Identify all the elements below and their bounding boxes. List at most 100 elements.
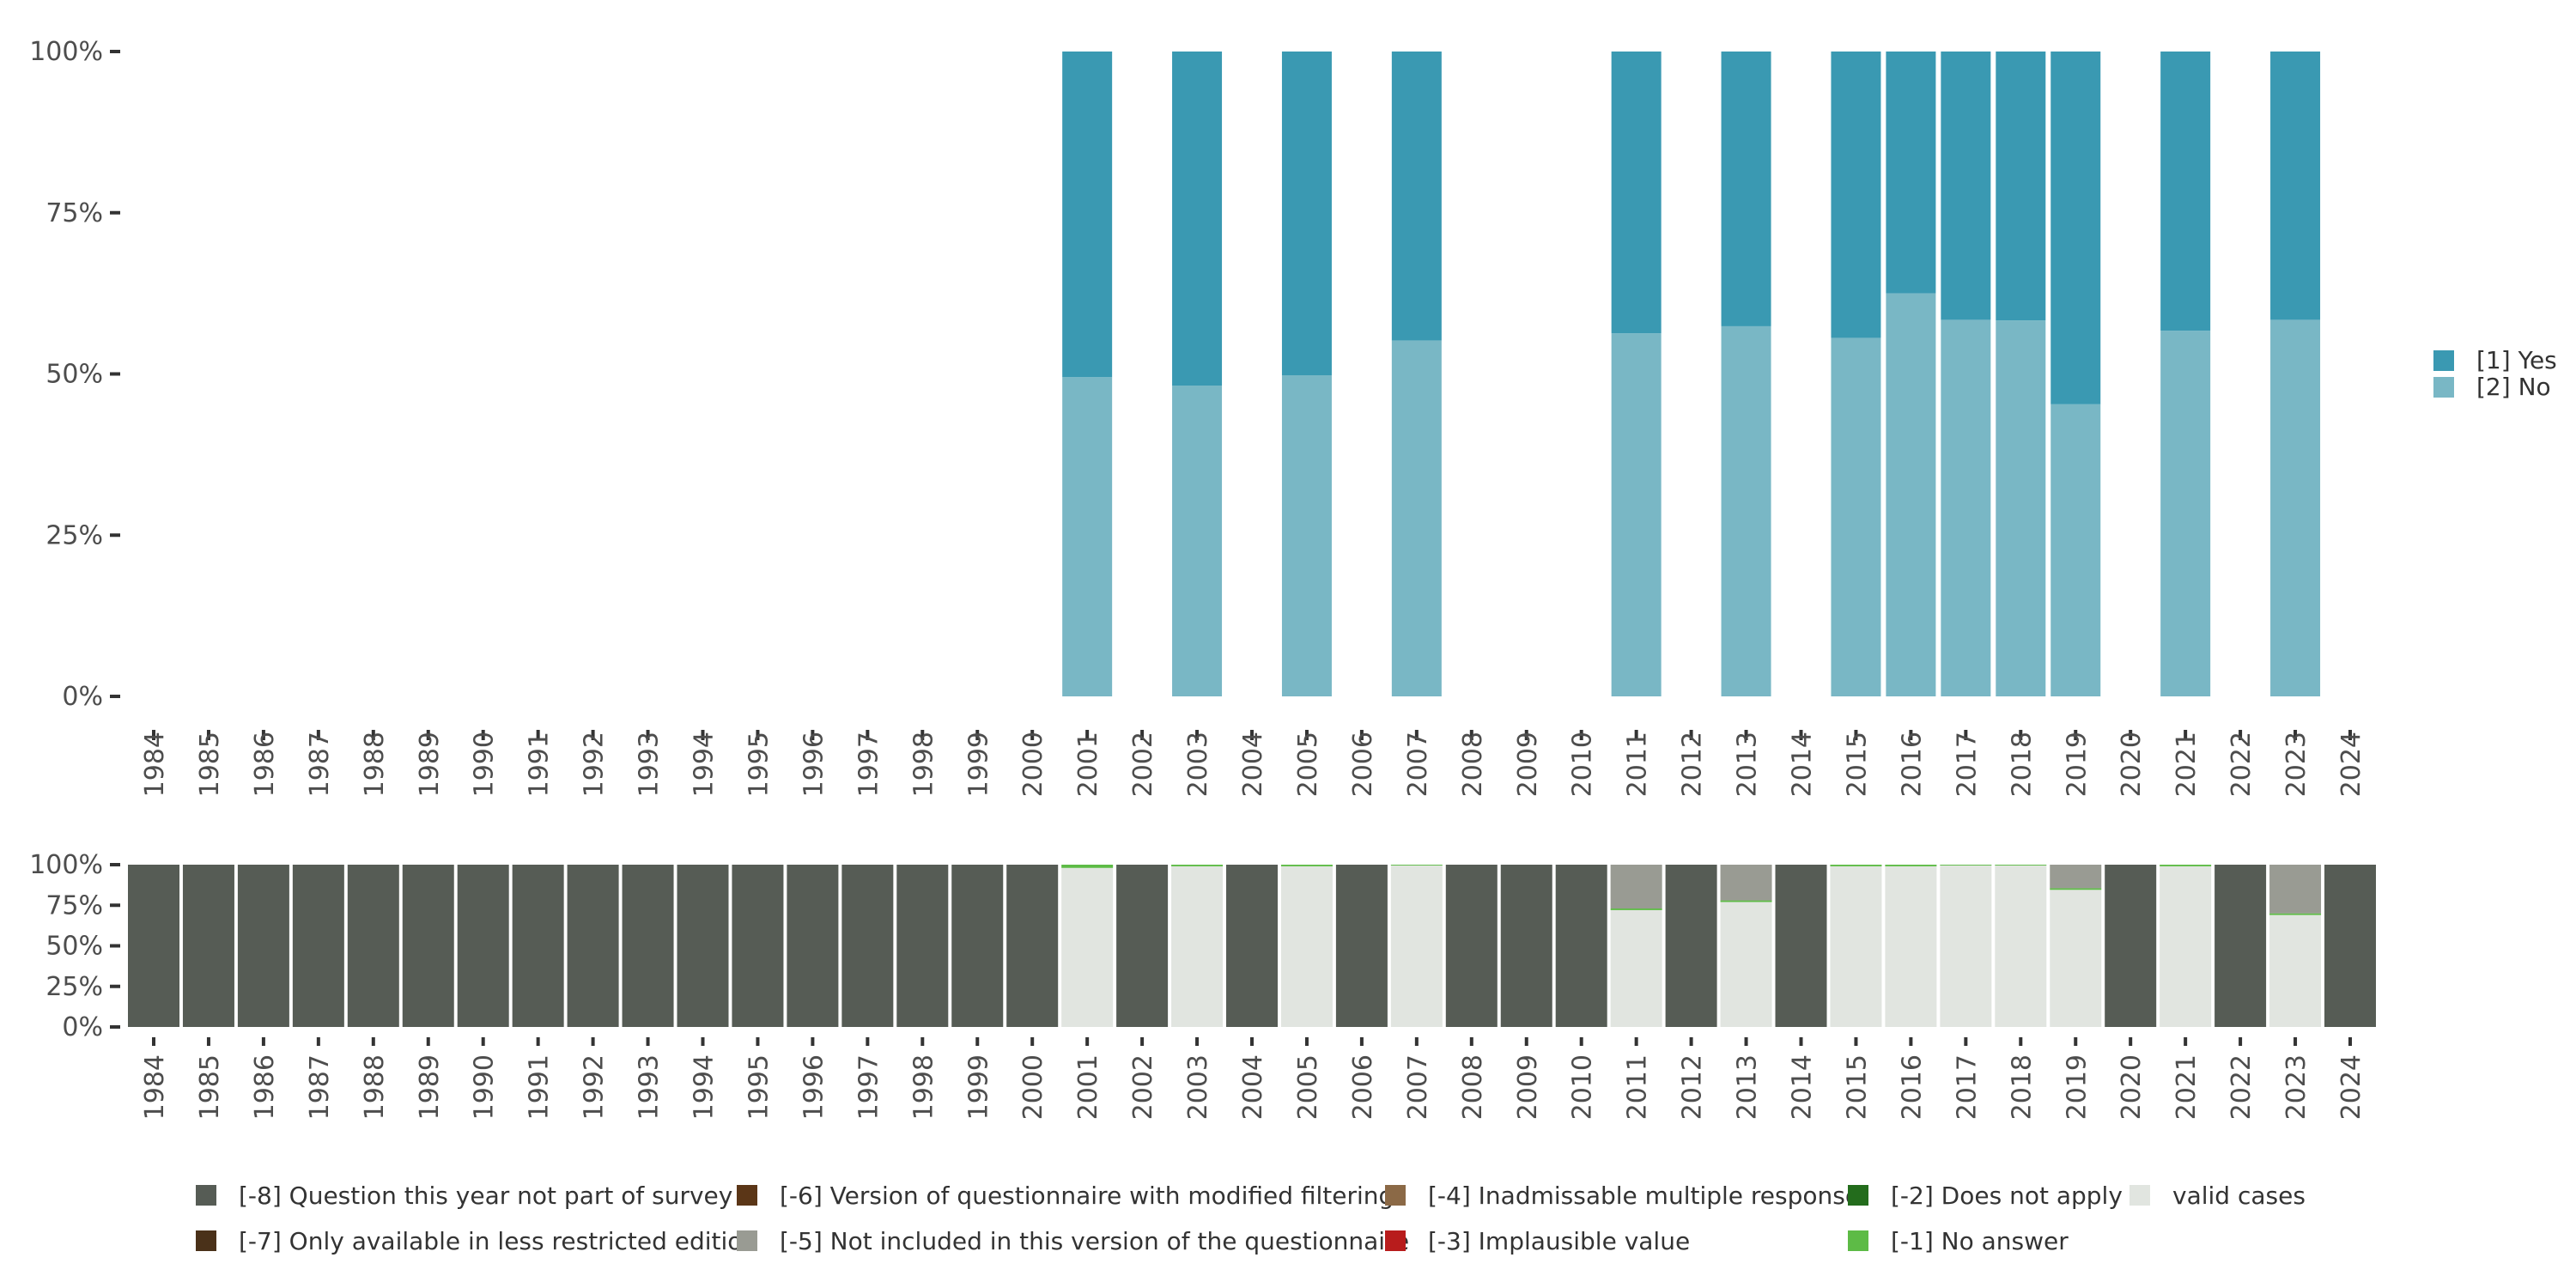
- bar-segment: [2269, 914, 2322, 1027]
- x-tick-label: 2005: [1293, 732, 1323, 797]
- legend-bottom-chart: [-8] Question this year not part of surv…: [196, 1182, 2306, 1255]
- x-tick-label: 2003: [1183, 1054, 1213, 1120]
- legend-label: [1] Yes: [2476, 346, 2557, 374]
- legend-label: [-4] Inadmissable multiple response: [1428, 1182, 1860, 1210]
- x-tick-label: 2024: [2336, 732, 2366, 797]
- bar-segment: [1006, 865, 1059, 1027]
- x-tick-label: 1994: [690, 1054, 720, 1120]
- x-tick-label: 2010: [1568, 732, 1598, 797]
- bar-segment: [1831, 337, 1881, 696]
- x-tick-label: 1987: [305, 1054, 335, 1120]
- legend-label: [-7] Only available in less restricted e…: [239, 1227, 757, 1255]
- x-tick-label: 1985: [195, 1054, 225, 1120]
- x-tick-label: 2020: [2117, 732, 2147, 797]
- x-tick-label: 1999: [963, 1054, 993, 1120]
- y-tick-label: 25%: [46, 520, 103, 550]
- y-tick-label: 75%: [46, 198, 103, 228]
- x-tick-label: 2006: [1348, 732, 1378, 797]
- bar-segment: [1281, 375, 1332, 696]
- bar-segment: [1610, 865, 1662, 909]
- bar-segment: [1830, 865, 1882, 866]
- x-tick-label: 2001: [1073, 1054, 1103, 1120]
- x-tick-label: 1984: [140, 1054, 170, 1120]
- y-tick-label: 100%: [29, 37, 103, 67]
- bar-segment: [1171, 865, 1224, 866]
- x-tick-label: 1999: [963, 732, 993, 797]
- x-tick-label: 2002: [1128, 1054, 1158, 1120]
- bar-segment: [1940, 865, 1992, 1027]
- bar-segment: [951, 865, 1004, 1027]
- legend-label: [-6] Version of questionnaire with modif…: [780, 1182, 1394, 1210]
- bar-segment: [1995, 865, 2047, 866]
- x-tick-label: 1995: [744, 732, 774, 797]
- x-tick-label: 2022: [2227, 1054, 2257, 1120]
- x-tick-label: 1986: [250, 732, 280, 797]
- x-tick-label: 2004: [1238, 1054, 1268, 1120]
- bar-segment: [457, 865, 509, 1027]
- x-tick-label: 2013: [1733, 1054, 1763, 1120]
- bar-segment: [2105, 865, 2157, 1027]
- x-tick-label: 2015: [1842, 1054, 1872, 1120]
- x-tick-label: 2007: [1403, 1054, 1433, 1120]
- bar-segment: [2324, 865, 2376, 1027]
- bar-segment: [2215, 865, 2267, 1027]
- bar-segment: [1665, 865, 1717, 1027]
- x-tick-label: 2024: [2336, 1054, 2366, 1120]
- legend-swatch: [737, 1230, 757, 1251]
- y-tick-label: 0%: [62, 1012, 103, 1042]
- bar-segment: [1280, 865, 1333, 866]
- x-tick-label: 2000: [1018, 1054, 1048, 1120]
- x-tick-label: 2019: [2062, 732, 2092, 797]
- x-tick-label: 2016: [1897, 1054, 1927, 1120]
- bar-segment: [1335, 865, 1388, 1027]
- x-tick-label: 1988: [360, 732, 390, 797]
- bar-segment: [1940, 865, 1992, 866]
- x-tick-label: 2015: [1842, 732, 1872, 797]
- x-tick-label: 2020: [2117, 1054, 2147, 1120]
- bar-segment: [1280, 866, 1333, 1027]
- bar-segment: [1941, 319, 1991, 696]
- legend-label: [2] No: [2476, 373, 2551, 401]
- legend-swatch: [1385, 1185, 1406, 1206]
- legend-swatch: [2433, 377, 2454, 398]
- legend-swatch: [2433, 350, 2454, 371]
- x-tick-label: 2012: [1678, 732, 1708, 797]
- x-tick-label: 2005: [1293, 1054, 1323, 1120]
- x-tick-label: 1991: [525, 1054, 555, 1120]
- x-tick-label: 1987: [305, 732, 335, 797]
- x-tick-label: 1998: [908, 1054, 939, 1120]
- x-tick-label: 1985: [195, 732, 225, 797]
- x-tick-label: 2013: [1733, 732, 1763, 797]
- x-tick-label: 2012: [1678, 1054, 1708, 1120]
- x-tick-label: 1995: [744, 1054, 774, 1120]
- legend-label: [-3] Implausible value: [1428, 1227, 1690, 1255]
- bar-segment: [2050, 52, 2101, 404]
- bar-segment: [1610, 908, 1662, 910]
- x-tick-label: 1991: [525, 732, 555, 797]
- legend-label: [-2] Does not apply: [1891, 1182, 2123, 1210]
- x-tick-label: 1997: [854, 732, 884, 797]
- bar-segment: [677, 865, 729, 1027]
- top-chart: 100% 75% 50% 25% 0% 1984 1985 1986 1987 1988 1989 1…: [29, 37, 2366, 797]
- bar-segment: [2050, 888, 2102, 890]
- bar-segment: [402, 865, 454, 1027]
- bar-segment: [237, 865, 289, 1027]
- bar-segment: [1720, 865, 1772, 901]
- bar-segment: [1226, 865, 1278, 1027]
- x-tick-label: 2018: [2007, 1054, 2037, 1120]
- bar-segment: [347, 865, 399, 1027]
- legend-label: [-1] No answer: [1891, 1227, 2069, 1255]
- bar-segment: [1445, 865, 1498, 1027]
- bar-segment: [292, 865, 344, 1027]
- x-tick-label: 2006: [1348, 1054, 1378, 1120]
- bar-segment: [128, 865, 179, 1027]
- x-tick-label: 2008: [1458, 732, 1488, 797]
- x-tick-label: 1984: [140, 732, 170, 797]
- x-tick-label: 1989: [415, 1054, 445, 1120]
- bar-segment: [1611, 52, 1662, 334]
- bar-segment: [622, 865, 674, 1027]
- y-tick-label: 50%: [46, 932, 103, 962]
- bar-segment: [1500, 865, 1552, 1027]
- x-tick-label: 2019: [2062, 1054, 2092, 1120]
